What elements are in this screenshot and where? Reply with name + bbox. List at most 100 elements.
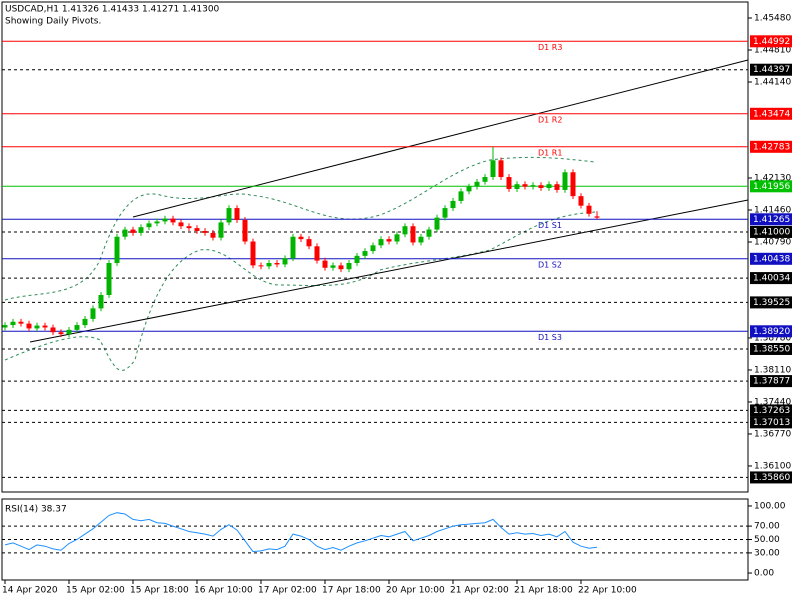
trendline-upper — [132, 59, 749, 218]
candle-body — [74, 325, 80, 330]
candle-body — [50, 327, 56, 333]
candle-body — [418, 236, 424, 243]
pivot-name: D1 S3 — [538, 333, 562, 342]
price-box — [750, 252, 792, 265]
rsi-title: RSI(14) 38.37 — [5, 505, 67, 515]
candle-body — [466, 186, 472, 192]
candle-body — [154, 221, 160, 224]
candle-body — [546, 184, 552, 189]
candle-body — [162, 218, 168, 222]
candle-body — [226, 208, 232, 223]
candle-body — [442, 208, 448, 218]
candle-body — [218, 222, 224, 238]
x-tick-label: 16 Apr 10:00 — [194, 586, 253, 596]
candle-body — [242, 220, 248, 242]
x-tick-label: 20 Apr 10:00 — [386, 586, 445, 596]
bollinger-upper — [4, 156, 596, 301]
candle-body — [90, 308, 96, 319]
price-box-label: 1.39525 — [753, 298, 790, 308]
price-box-label: 1.42783 — [753, 142, 790, 152]
price-box-label: 1.40438 — [753, 254, 790, 264]
candle-body — [58, 332, 64, 335]
candle-body — [562, 172, 568, 190]
candle-body — [554, 184, 560, 190]
main-panel-frame — [1, 1, 749, 493]
y-tick-label: 1.45480 — [754, 13, 791, 23]
candle-body — [498, 160, 504, 178]
x-tick-label: 14 Apr 2020 — [2, 586, 58, 596]
candle-body — [434, 217, 440, 230]
chart-title: USDCAD,H1 1.41326 1.41433 1.41271 1.4130… — [5, 5, 220, 15]
candle-body — [122, 229, 128, 237]
candle-body — [202, 231, 208, 233]
price-box-label: 1.37877 — [753, 377, 790, 387]
y-tick-label: 1.38780 — [754, 333, 791, 343]
candle-body — [114, 236, 120, 263]
price-box-label: 1.37263 — [753, 406, 790, 416]
candle-body — [210, 232, 216, 238]
candle-body — [578, 196, 584, 206]
y-tick-label: 1.37440 — [754, 397, 791, 407]
price-box-label: 1.44397 — [753, 65, 790, 75]
price-box-label: 1.38920 — [753, 327, 790, 337]
pivot-name: D1 S1 — [538, 221, 562, 230]
price-box — [750, 471, 792, 484]
y-tick-label: 1.42130 — [754, 173, 791, 183]
candle-body — [66, 329, 72, 335]
x-tick-label: 17 Apr 02:00 — [258, 586, 317, 596]
y-tick-label: 1.44140 — [754, 77, 791, 87]
pivot-name: D1 R1 — [538, 148, 562, 157]
y-tick-label: 1.40790 — [754, 237, 791, 247]
candle-body — [2, 325, 8, 328]
candle-body — [98, 294, 104, 309]
candle-body — [178, 222, 184, 227]
y-tick-label: 100.00 — [754, 501, 786, 511]
candle-body — [370, 245, 376, 252]
candle-body — [594, 216, 600, 218]
candle-body — [426, 229, 432, 237]
y-tick-label: 1.44810 — [754, 45, 791, 55]
x-tick-label: 21 Apr 02:00 — [450, 586, 509, 596]
candle-body — [106, 262, 112, 295]
y-tick-label: 0.00 — [754, 569, 774, 579]
chart-subtitle: Showing Daily Pivots. — [5, 17, 101, 27]
candle-body — [378, 239, 384, 246]
price-box-label: 1.38550 — [753, 344, 790, 354]
candle-body — [266, 262, 272, 267]
y-tick-label: 70.00 — [754, 522, 780, 532]
pivot-name: D1 R3 — [538, 43, 562, 52]
price-box — [750, 342, 792, 355]
price-box — [750, 63, 792, 76]
candle-body — [258, 265, 264, 267]
price-box — [750, 140, 792, 153]
y-tick-label: 1.41460 — [754, 205, 791, 215]
candle-body — [570, 172, 576, 197]
candle-body — [282, 258, 288, 265]
candle-body — [506, 177, 512, 189]
candle-body — [146, 223, 152, 228]
pivot-name: D1 R2 — [538, 115, 562, 124]
candle-body — [410, 226, 416, 243]
candle-body — [186, 226, 192, 229]
rsi-line — [4, 512, 598, 553]
candle-body — [130, 229, 136, 233]
candle-body — [394, 234, 400, 242]
candle-body — [362, 251, 368, 256]
candle-body — [170, 218, 176, 223]
candle-body — [26, 323, 32, 329]
price-box-label: 1.41956 — [753, 182, 790, 192]
candle-body — [450, 200, 456, 209]
price-box — [750, 416, 792, 429]
candle-body — [530, 185, 536, 187]
x-tick-label: 15 Apr 02:00 — [66, 586, 125, 596]
candle-body — [474, 181, 480, 187]
y-tick-label: 1.38110 — [754, 365, 791, 375]
candle-body — [234, 208, 240, 221]
price-box — [750, 404, 792, 417]
candle-body — [338, 265, 344, 270]
candle-body — [138, 227, 144, 233]
candle-body — [402, 226, 408, 235]
candle-body — [354, 255, 360, 263]
price-box — [750, 296, 792, 309]
candle-body — [34, 325, 40, 329]
